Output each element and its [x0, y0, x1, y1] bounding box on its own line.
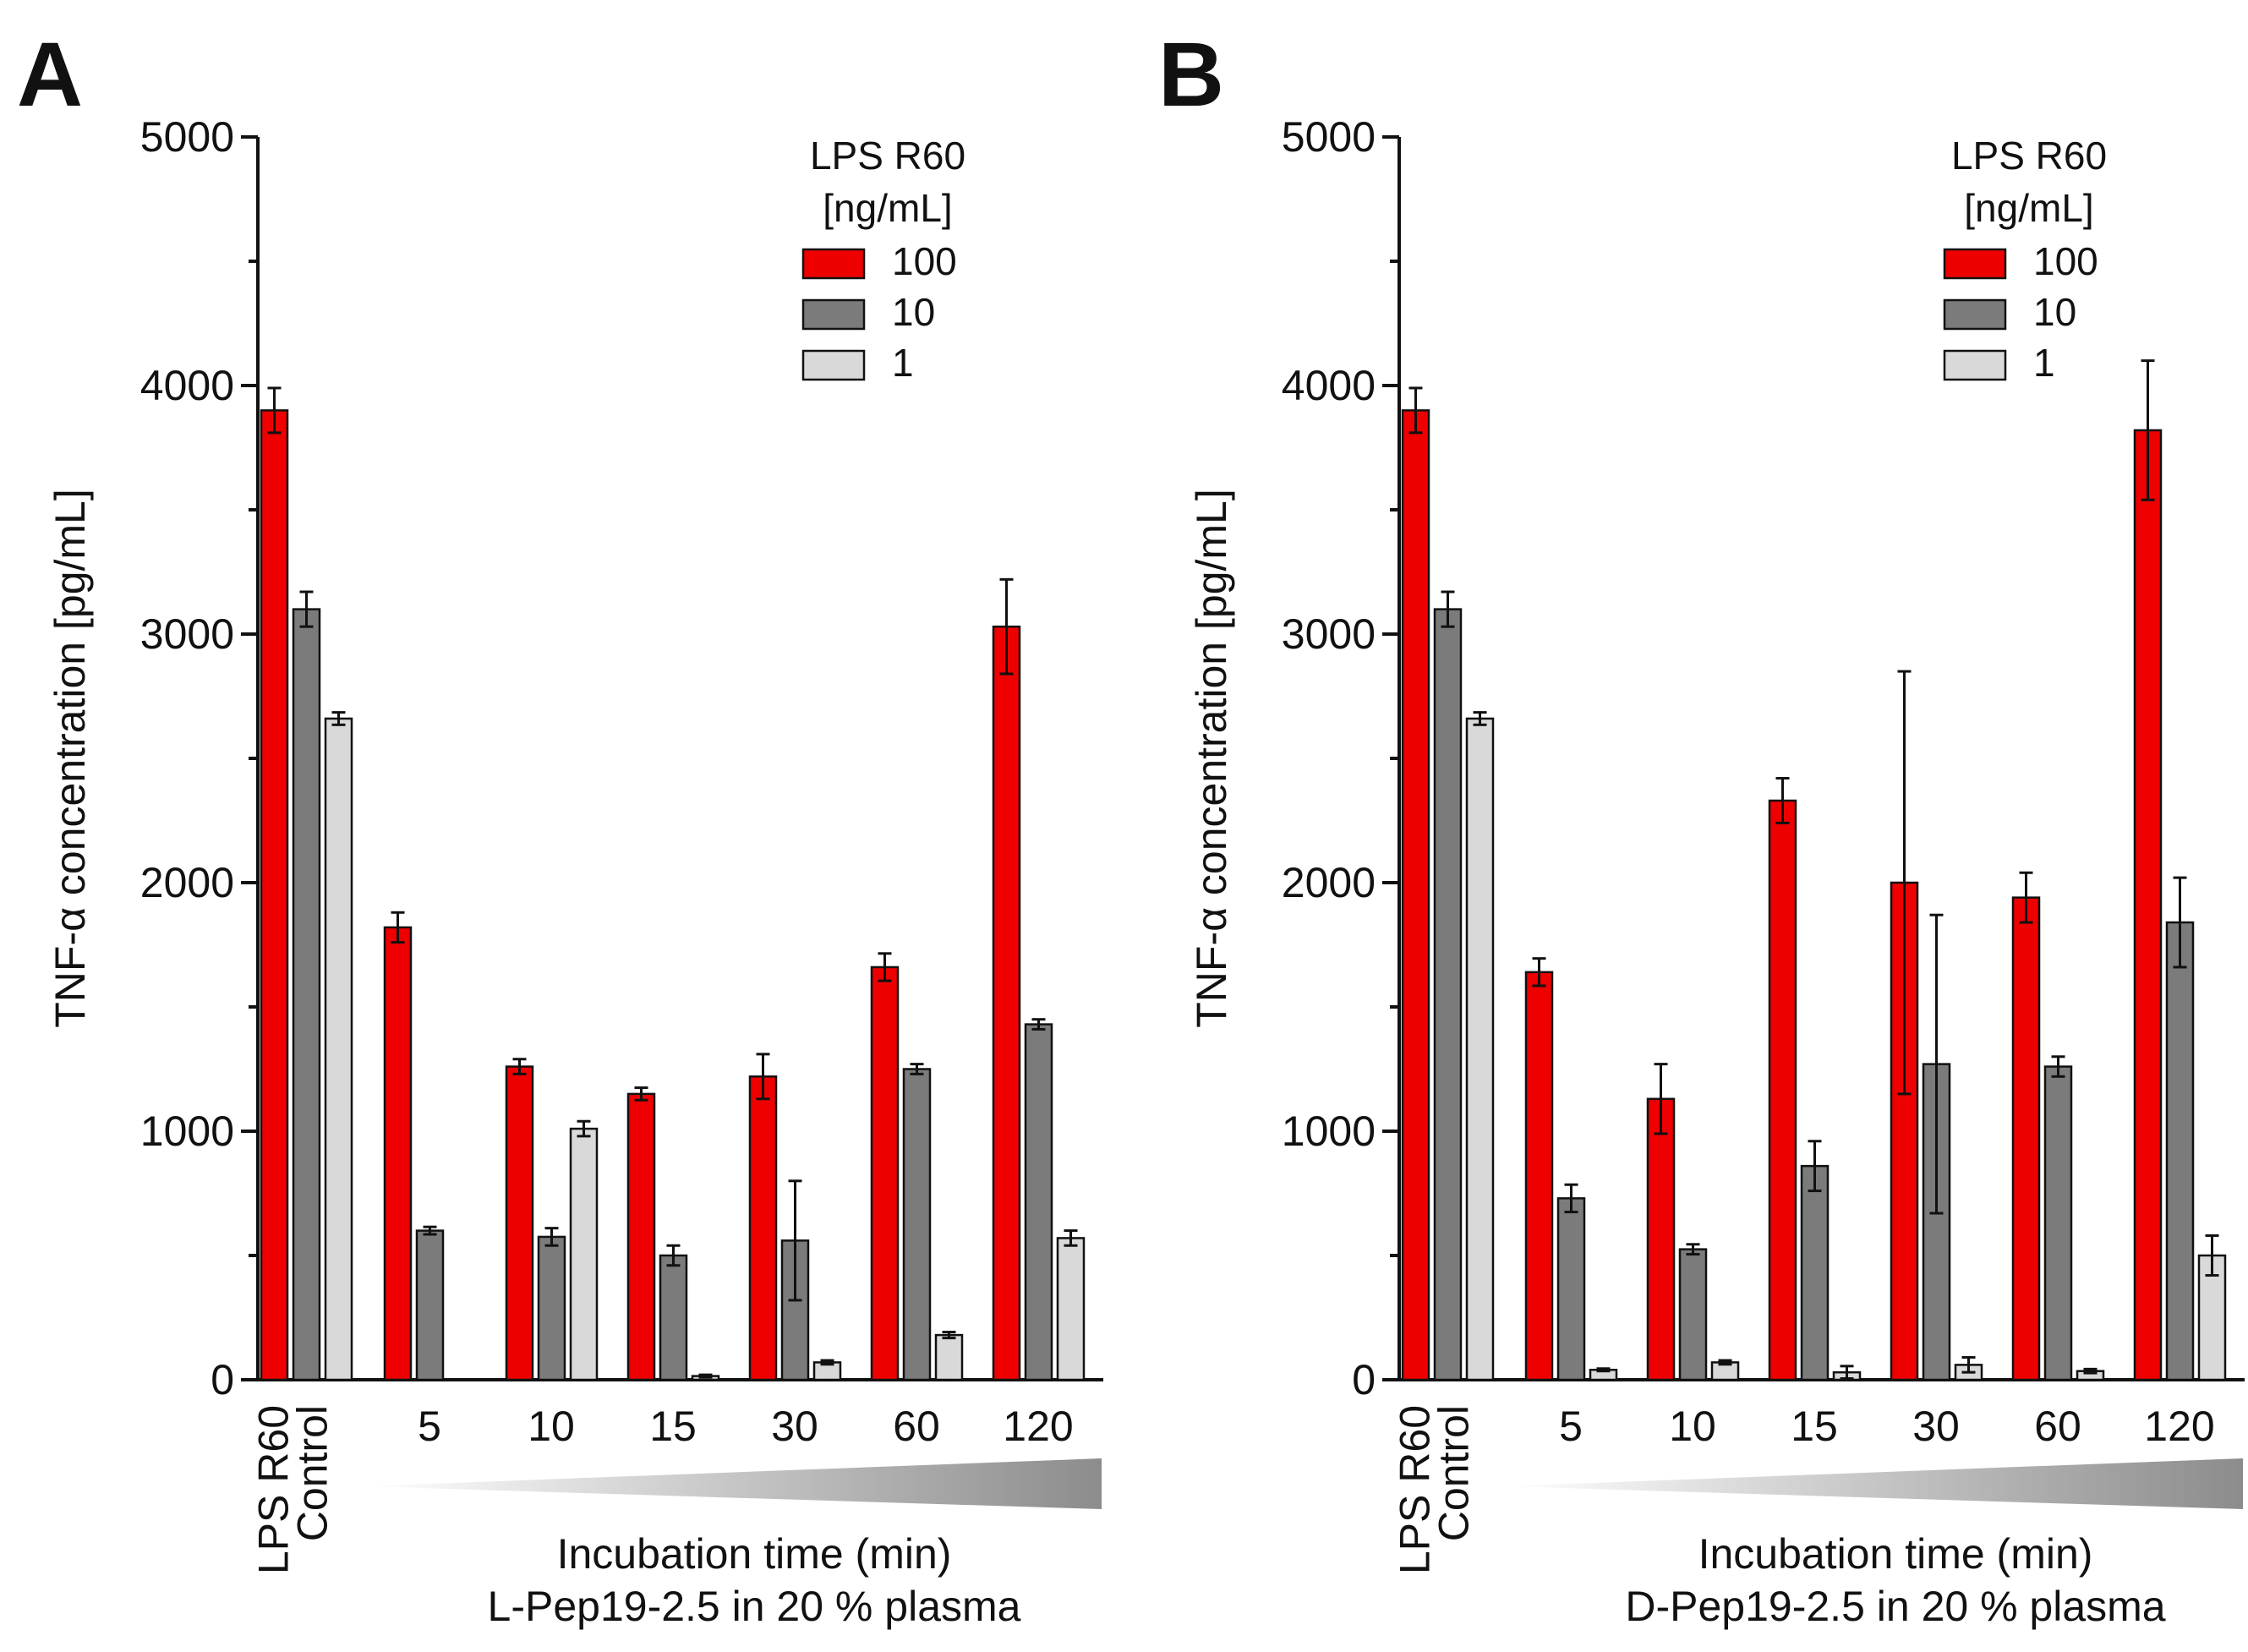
bar-10-10 — [537, 1235, 566, 1381]
legend-swatch-10 — [801, 298, 866, 331]
bar-100-10 — [1646, 1097, 1676, 1381]
bar-1-120 — [1056, 1237, 1086, 1381]
legend-label-10: 10 — [2033, 290, 2076, 334]
bar-control-10 — [1433, 608, 1463, 1381]
y-tick-label: 4000 — [1282, 362, 1376, 409]
legend-title: LPS R60 — [810, 134, 965, 178]
control-label: LPS R60 — [1392, 1405, 1439, 1574]
bar-10-10 — [1678, 1248, 1708, 1381]
x-tick-label: 10 — [528, 1403, 575, 1450]
panel-letter: B — [1158, 23, 1224, 125]
y-tick-label: 3000 — [140, 610, 234, 658]
legend-label-100: 100 — [2033, 239, 2098, 283]
x-tick-label: 10 — [1669, 1403, 1716, 1450]
y-tick-label: 5000 — [1282, 113, 1376, 161]
x-tick-label: 5 — [1559, 1403, 1583, 1450]
bar-1-60 — [934, 1333, 964, 1381]
legend-swatch-100 — [801, 248, 866, 280]
y-tick-label: 1000 — [1282, 1108, 1376, 1155]
incubation-gradient-wedge — [364, 1458, 1102, 1509]
bar-10-15 — [659, 1254, 688, 1381]
legend-title: [ng/mL] — [823, 186, 952, 230]
y-tick-label: 2000 — [140, 859, 234, 906]
x-tick-label: 15 — [649, 1403, 697, 1450]
x-tick-label: 120 — [2144, 1403, 2214, 1450]
legend-swatch-1 — [801, 349, 866, 381]
bar-100-120 — [992, 625, 1021, 1381]
bar-10-120 — [1024, 1023, 1053, 1381]
bar-control-100 — [260, 409, 289, 1381]
bar-10-60 — [902, 1068, 932, 1381]
legend-label-1: 1 — [892, 341, 914, 385]
x-tick-label: 60 — [893, 1403, 940, 1450]
chart-panel-b: B 0 1000 2000 3000 4000 5000 TNF-α concentratio… — [1158, 23, 2245, 1630]
y-tick-label: 2000 — [1282, 859, 1376, 906]
y-tick-label: 0 — [211, 1356, 234, 1403]
bar-100-15 — [626, 1092, 656, 1381]
legend-swatch-100 — [1943, 248, 2007, 280]
legend-label-100: 100 — [892, 239, 957, 283]
x-axis-caption: L-Pep19-2.5 in 20 % plasma — [488, 1583, 1021, 1630]
legend-title: LPS R60 — [1951, 134, 2107, 178]
control-label: Control — [1430, 1405, 1478, 1541]
x-axis-caption: Incubation time (min) — [1698, 1530, 2093, 1578]
y-tick-label: 5000 — [140, 113, 234, 161]
y-axis-label: TNF-α concentration [pg/mL] — [1188, 489, 1235, 1027]
incubation-gradient-wedge — [1506, 1458, 2243, 1509]
bar-100-5 — [1524, 971, 1554, 1381]
bar-10-5 — [1556, 1197, 1586, 1381]
x-axis-caption: Incubation time (min) — [557, 1530, 952, 1578]
x-tick-label: 15 — [1791, 1403, 1838, 1450]
y-tick-label: 0 — [1352, 1356, 1376, 1403]
control-label: Control — [289, 1405, 336, 1541]
legend-label-10: 10 — [892, 290, 935, 334]
bar-control-1 — [324, 717, 353, 1381]
x-axis-caption: D-Pep19-2.5 in 20 % plasma — [1625, 1583, 2165, 1630]
x-tick-label: 30 — [771, 1403, 818, 1450]
x-tick-label: 5 — [418, 1403, 441, 1450]
legend-swatch-1 — [1943, 349, 2007, 381]
bar-10-15 — [1800, 1164, 1830, 1381]
x-tick-label: 120 — [1003, 1403, 1073, 1450]
x-tick-label: 60 — [2034, 1403, 2081, 1450]
legend-label-1: 1 — [2033, 341, 2055, 385]
bar-100-30 — [1890, 881, 1919, 1381]
bar-1-10 — [569, 1127, 599, 1381]
bar-10-5 — [415, 1229, 445, 1381]
y-tick-label: 1000 — [140, 1108, 234, 1155]
y-tick-label: 3000 — [1282, 610, 1376, 658]
bar-control-1 — [1465, 717, 1495, 1381]
panel-letter: A — [17, 23, 83, 125]
bar-100-120 — [2133, 429, 2163, 1381]
bar-100-30 — [748, 1075, 778, 1381]
bar-10-60 — [2043, 1065, 2073, 1381]
legend-swatch-10 — [1943, 298, 2007, 331]
x-tick-label: 30 — [1912, 1403, 1960, 1450]
bar-100-5 — [383, 926, 413, 1381]
bar-100-60 — [870, 965, 900, 1381]
bar-10-120 — [2165, 921, 2195, 1381]
bar-100-15 — [1768, 799, 1797, 1381]
control-label: LPS R60 — [250, 1405, 298, 1574]
bar-100-10 — [505, 1065, 534, 1381]
bar-control-100 — [1401, 409, 1430, 1381]
bar-control-10 — [292, 608, 321, 1381]
y-axis-label: TNF-α concentration [pg/mL] — [46, 489, 94, 1027]
y-tick-label: 4000 — [140, 362, 234, 409]
bar-100-60 — [2011, 896, 2041, 1381]
chart-panel-a: A 0 1000 2000 3000 4000 5000 TNF-α concentratio… — [17, 23, 1103, 1630]
legend-title: [ng/mL] — [1964, 186, 2093, 230]
